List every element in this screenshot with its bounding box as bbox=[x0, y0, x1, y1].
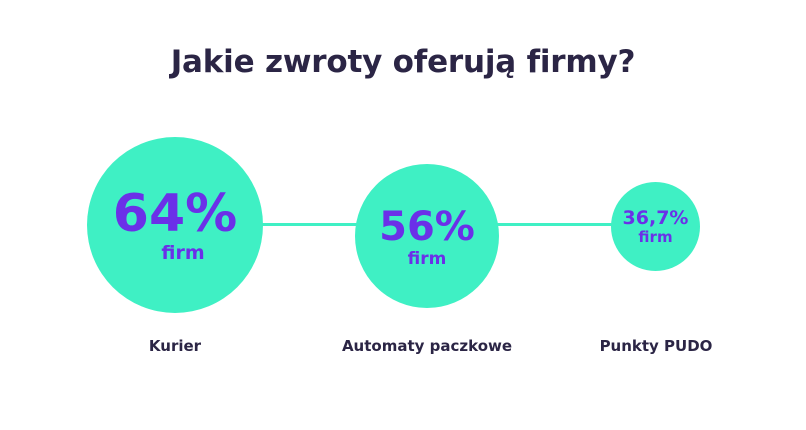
category-label-kurier: Kurier bbox=[148, 337, 202, 355]
bubble-kurier: 64% firm bbox=[87, 137, 263, 313]
bubble-automaty-paczkowe: 56% firm bbox=[355, 164, 499, 308]
value-label-punkty-pudo: 36,7% bbox=[622, 206, 689, 229]
connector-line-2 bbox=[427, 223, 656, 226]
chart-title: Jakie zwroty oferują firmy? bbox=[170, 44, 636, 80]
unit-label-kurier: firm bbox=[161, 241, 205, 264]
bubble-punkty-pudo: 36,7% firm bbox=[611, 182, 700, 271]
category-label-punkty-pudo: Punkty PUDO bbox=[599, 337, 713, 355]
unit-label-punkty-pudo: firm bbox=[638, 227, 673, 246]
category-label-automaty-paczkowe: Automaty paczkowe bbox=[341, 337, 513, 355]
value-label-kurier: 64% bbox=[112, 183, 238, 244]
value-label-automaty-paczkowe: 56% bbox=[379, 203, 475, 250]
unit-label-automaty-paczkowe: firm bbox=[407, 248, 447, 269]
connector-line-1 bbox=[175, 223, 527, 226]
